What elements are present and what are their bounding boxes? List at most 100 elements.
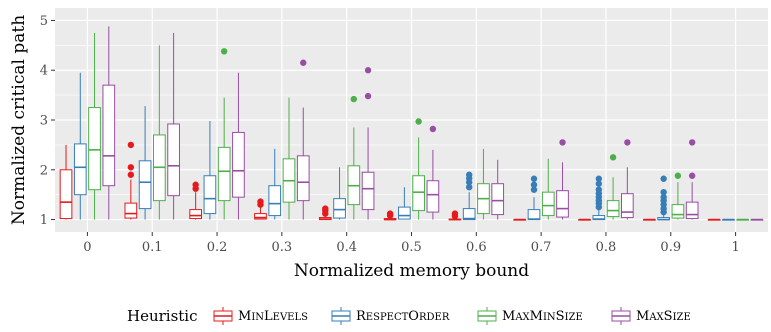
legend-item-MaxMinSize: MAXMINSIZE <box>477 307 583 325</box>
x-tick-label: 0.9 <box>660 240 681 255</box>
x-tick-label: 0.6 <box>466 240 487 255</box>
outlier-point <box>674 172 682 179</box>
outlier-point <box>429 125 437 133</box>
box-MinLevels-0.4 <box>318 205 332 221</box>
outlier-point <box>688 172 696 179</box>
box-RespectOrder-1 <box>722 218 735 221</box>
box-MaxSize-0.6 <box>491 159 505 220</box>
x-tick-label: 0 <box>83 240 91 255</box>
outlier-point <box>595 175 603 182</box>
box-MinLevels-0.1 <box>124 141 138 220</box>
legend-item-RespectOrder: RESPECTORDER <box>331 307 450 325</box>
box-body <box>398 206 411 220</box>
box-body <box>59 169 73 220</box>
outlier-point <box>530 175 538 182</box>
box-MaxMinSize-0.6 <box>477 148 490 220</box>
outlier-point <box>660 193 667 201</box>
x-tick-label: 0.4 <box>336 240 357 255</box>
legend-label: MINLEVELS <box>238 309 308 324</box>
box-MinLevels-1 <box>707 218 721 221</box>
box-body <box>254 213 267 220</box>
outlier-point <box>595 186 603 193</box>
x-tick-label: 0.8 <box>596 240 617 255</box>
box-MaxSize-0.2 <box>232 72 245 220</box>
x-tick-label: 0.1 <box>142 240 163 255</box>
box-body <box>232 131 245 198</box>
box-MaxSize-0.3 <box>296 59 310 220</box>
box-body <box>124 202 138 219</box>
outlier-point <box>386 210 394 217</box>
outlier-point <box>624 139 631 146</box>
box-MaxSize-0 <box>102 26 116 220</box>
outlier-point <box>530 186 538 193</box>
box-MinLevels-0.5 <box>383 210 397 221</box>
box-RespectOrder-0.6 <box>462 171 476 221</box>
box-body <box>620 193 634 219</box>
box-body <box>88 107 101 191</box>
box-body <box>102 84 116 187</box>
outlier-point <box>465 184 473 191</box>
x-tick-label: 1 <box>731 240 739 255</box>
box-MaxSize-0.1 <box>167 32 180 220</box>
outlier-point <box>660 188 667 196</box>
outlier-point <box>350 95 358 103</box>
outlier-point <box>465 171 473 178</box>
y-tick-label: 5 <box>40 14 48 29</box>
box-MaxMinSize-0.4 <box>347 95 361 220</box>
box-MaxSize-0.4 <box>361 67 375 220</box>
box-body <box>333 198 346 219</box>
box-MaxMinSize-0.3 <box>282 97 296 220</box>
box-body <box>491 183 505 216</box>
box-MaxMinSize-0.8 <box>606 154 620 220</box>
box-MaxMinSize-0 <box>88 32 101 220</box>
outlier-point <box>688 139 696 146</box>
box-body <box>296 155 310 202</box>
box-MaxSize-0.8 <box>620 139 634 220</box>
box-RespectOrder-0.1 <box>138 106 152 220</box>
box-body <box>138 160 152 210</box>
legend-item-MinLevels: MINLEVELS <box>213 307 308 325</box>
y-tick-label: 2 <box>40 163 48 178</box>
box-body <box>361 171 375 211</box>
outlier-point <box>127 171 135 178</box>
box-body <box>671 204 685 219</box>
box-MaxMinSize-1 <box>736 218 750 221</box>
box-MinLevels-0.2 <box>189 181 203 220</box>
y-tick-label: 1 <box>40 213 48 228</box>
box-RespectOrder-0.3 <box>268 148 282 220</box>
box-body <box>527 209 541 221</box>
outlier-point <box>220 48 228 55</box>
outlier-point <box>364 92 372 100</box>
x-tick-label: 0.3 <box>272 240 293 255</box>
legend-label: MAXSIZE <box>636 309 691 324</box>
y-axis-title: Normalized critical path <box>9 15 29 225</box>
box-RespectOrder-0.2 <box>203 120 217 220</box>
box-RespectOrder-0.5 <box>398 187 411 220</box>
outlier-point <box>127 141 135 149</box>
box-body <box>541 191 555 217</box>
box-MaxSize-0.9 <box>685 139 699 220</box>
box-body <box>606 200 620 218</box>
box-body <box>268 185 282 217</box>
outlier-point <box>322 205 329 212</box>
outlier-point <box>530 181 538 188</box>
outlier-point <box>660 175 667 182</box>
box-MinLevels-0 <box>59 144 73 220</box>
x-tick-label: 0.5 <box>401 240 422 255</box>
box-MinLevels-0.9 <box>643 218 656 221</box>
box-RespectOrder-0.9 <box>657 175 670 221</box>
legend-item-MaxSize: MAXSIZE <box>611 307 691 325</box>
box-RespectOrder-0 <box>73 72 87 220</box>
box-MinLevels-0.7 <box>513 218 527 221</box>
box-body <box>426 180 440 213</box>
box-body <box>556 190 569 218</box>
outlier-point <box>415 118 422 125</box>
legend-label: MAXMINSIZE <box>502 309 583 324</box>
box-body <box>167 123 180 197</box>
box-RespectOrder-0.7 <box>527 175 541 221</box>
outlier-point <box>364 67 372 74</box>
box-MaxMinSize-0.2 <box>217 48 231 220</box>
box-body <box>203 175 217 215</box>
outlier-point <box>300 59 307 66</box>
